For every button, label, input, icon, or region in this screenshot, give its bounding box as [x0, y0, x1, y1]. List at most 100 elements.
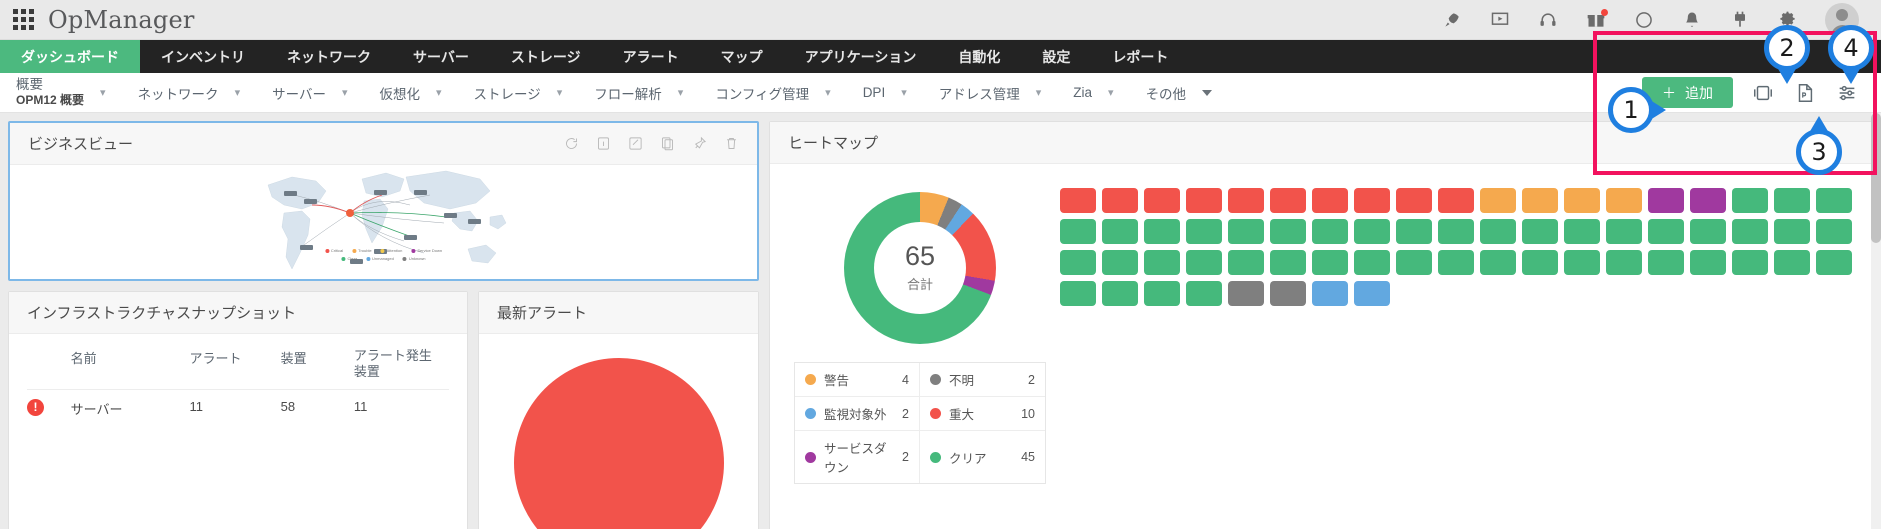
heatmap-tile-warning[interactable]: [1564, 188, 1600, 213]
heatmap-tile-critical[interactable]: [1270, 188, 1306, 213]
heatmap-tile-clear[interactable]: [1060, 250, 1096, 275]
subnav-item-address-management[interactable]: アドレス管理 ▾: [923, 73, 1058, 112]
subnav-item-network[interactable]: ネットワーク ▾: [122, 73, 257, 112]
nav-item-inventory[interactable]: インベントリ: [140, 40, 266, 73]
heatmap-tile-unmanaged[interactable]: [1354, 281, 1390, 306]
nav-item-dashboard[interactable]: ダッシュボード: [0, 40, 140, 73]
heatmap-tile-critical[interactable]: [1228, 188, 1264, 213]
heatmap-tile-clear[interactable]: [1606, 250, 1642, 275]
bell-icon[interactable]: [1681, 9, 1703, 31]
headset-icon[interactable]: [1537, 9, 1559, 31]
business-view-card[interactable]: ビジネスビュー: [8, 121, 759, 281]
heatmap-tile-clear[interactable]: [1102, 219, 1138, 244]
edit-icon[interactable]: [628, 136, 643, 151]
heatmap-tile-clear[interactable]: [1270, 219, 1306, 244]
legend-item-unknown[interactable]: 不明 2: [920, 363, 1045, 397]
subnav-item-flow-analysis[interactable]: フロー解析 ▾: [578, 73, 699, 112]
heatmap-tile-clear[interactable]: [1606, 219, 1642, 244]
nav-item-settings[interactable]: 設定: [1021, 40, 1091, 73]
gear-icon[interactable]: [1777, 9, 1799, 31]
heatmap-tile-clear[interactable]: [1522, 250, 1558, 275]
heatmap-tile-clear[interactable]: [1732, 188, 1768, 213]
legend-item-clear[interactable]: クリア 45: [920, 431, 1045, 483]
heatmap-tile-clear[interactable]: [1228, 250, 1264, 275]
heatmap-tile-unmanaged[interactable]: [1312, 281, 1348, 306]
heatmap-tile-critical[interactable]: [1102, 188, 1138, 213]
status-donut-chart[interactable]: 65 合計: [844, 192, 996, 344]
heatmap-tile-clear[interactable]: [1774, 250, 1810, 275]
subnav-item-overview[interactable]: 概要 OPM12 概要 ▾: [0, 73, 122, 112]
heatmap-tile-servicedown[interactable]: [1648, 188, 1684, 213]
legend-item-warning[interactable]: 警告 4: [795, 363, 920, 397]
heatmap-tile-clear[interactable]: [1564, 219, 1600, 244]
business-view-map-area[interactable]: Critical Trouble Attention Service Down …: [10, 165, 757, 279]
heatmap-tile-critical[interactable]: [1144, 188, 1180, 213]
page-scrollbar[interactable]: [1871, 113, 1881, 529]
plug-icon[interactable]: [1729, 9, 1751, 31]
add-button[interactable]: ＋ 追加: [1642, 77, 1733, 108]
heatmap-tile-critical[interactable]: [1060, 188, 1096, 213]
info-icon[interactable]: [596, 136, 611, 151]
legend-item-unmanaged[interactable]: 監視対象外 2: [795, 397, 920, 431]
delete-icon[interactable]: [724, 136, 739, 151]
rocket-icon[interactable]: [1441, 9, 1463, 31]
nav-item-reports[interactable]: レポート: [1091, 40, 1189, 73]
heatmap-tile-critical[interactable]: [1312, 188, 1348, 213]
heatmap-tile-clear[interactable]: [1816, 250, 1852, 275]
heatmap-tile-clear[interactable]: [1774, 188, 1810, 213]
heatmap-tile-clear[interactable]: [1732, 250, 1768, 275]
heatmap-tile-clear[interactable]: [1774, 219, 1810, 244]
subnav-item-server[interactable]: サーバー ▾: [256, 73, 363, 112]
nav-item-maps[interactable]: マップ: [700, 40, 784, 73]
help-circle-icon[interactable]: [1633, 9, 1655, 31]
heatmap-tile-clear[interactable]: [1144, 250, 1180, 275]
table-row[interactable]: ! サーバー 11 58 11: [27, 390, 449, 427]
copy-icon[interactable]: [660, 136, 675, 151]
heatmap-tile-clear[interactable]: [1438, 219, 1474, 244]
heatmap-tile-unknown[interactable]: [1270, 281, 1306, 306]
heatmap-tile-clear[interactable]: [1144, 219, 1180, 244]
heatmap-tile-clear[interactable]: [1690, 219, 1726, 244]
heatmap-tile-clear[interactable]: [1816, 188, 1852, 213]
heatmap-tile-clear[interactable]: [1480, 250, 1516, 275]
nav-item-applications[interactable]: アプリケーション: [784, 40, 938, 73]
heatmap-tile-clear[interactable]: [1438, 250, 1474, 275]
heatmap-tile-warning[interactable]: [1480, 188, 1516, 213]
scrollbar-thumb[interactable]: [1871, 113, 1881, 243]
heatmap-tile-servicedown[interactable]: [1690, 188, 1726, 213]
fullscreen-slideshow-icon[interactable]: [1751, 81, 1775, 105]
apps-grid-icon[interactable]: [12, 9, 34, 31]
heatmap-tile-clear[interactable]: [1186, 281, 1222, 306]
pdf-export-icon[interactable]: [1793, 81, 1817, 105]
heatmap-tile-clear[interactable]: [1648, 219, 1684, 244]
heatmap-tile-clear[interactable]: [1102, 250, 1138, 275]
legend-item-critical[interactable]: 重大 10: [920, 397, 1045, 431]
heatmap-tile-clear[interactable]: [1354, 250, 1390, 275]
subnav-item-dpi[interactable]: DPI ▾: [847, 73, 923, 112]
settings-sliders-icon[interactable]: [1835, 81, 1859, 105]
heatmap-tile-clear[interactable]: [1312, 250, 1348, 275]
heatmap-tile-clear[interactable]: [1312, 219, 1348, 244]
subnav-item-more[interactable]: その他: [1130, 73, 1229, 112]
heatmap-tile-clear[interactable]: [1186, 250, 1222, 275]
heatmap-tile-warning[interactable]: [1606, 188, 1642, 213]
heatmap-tile-warning[interactable]: [1522, 188, 1558, 213]
heatmap-tile-clear[interactable]: [1396, 219, 1432, 244]
nav-item-automation[interactable]: 自動化: [937, 40, 1021, 73]
heatmap-tile-clear[interactable]: [1564, 250, 1600, 275]
heatmap-tile-critical[interactable]: [1396, 188, 1432, 213]
heatmap-tile-clear[interactable]: [1144, 281, 1180, 306]
refresh-icon[interactable]: [564, 136, 579, 151]
heatmap-tile-clear[interactable]: [1690, 250, 1726, 275]
subnav-item-config-management[interactable]: コンフィグ管理 ▾: [699, 73, 846, 112]
subnav-item-virtualization[interactable]: 仮想化 ▾: [364, 73, 458, 112]
heatmap-tile-critical[interactable]: [1354, 188, 1390, 213]
heatmap-tile-clear[interactable]: [1732, 219, 1768, 244]
gift-icon[interactable]: [1585, 8, 1608, 31]
nav-item-storage[interactable]: ストレージ: [490, 40, 602, 73]
heatmap-tile-clear[interactable]: [1060, 219, 1096, 244]
avatar[interactable]: [1825, 2, 1859, 37]
heatmap-tile-clear[interactable]: [1102, 281, 1138, 306]
heatmap-tile-clear[interactable]: [1522, 219, 1558, 244]
heatmap-tile-clear[interactable]: [1354, 219, 1390, 244]
